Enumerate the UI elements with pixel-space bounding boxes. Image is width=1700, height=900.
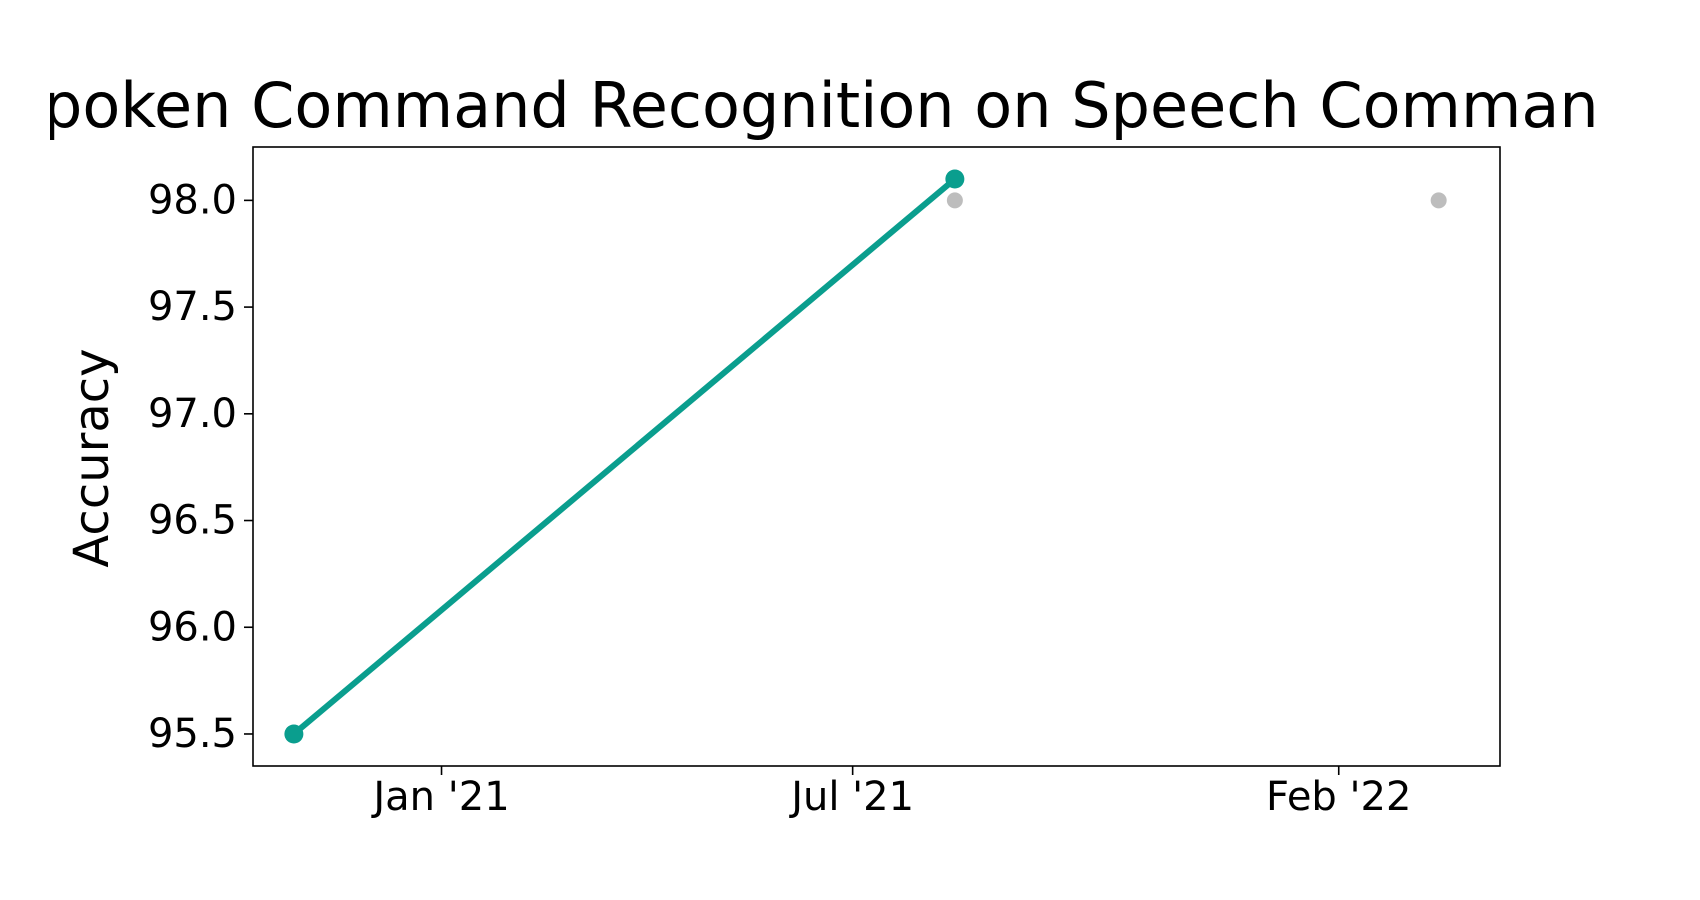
y-axis-label: Accuracy <box>64 348 120 567</box>
y-tick-label: 97.0 <box>148 391 237 437</box>
series-point <box>284 724 304 744</box>
gray-point <box>946 192 963 209</box>
series-point <box>945 169 965 189</box>
y-tick-label: 96.5 <box>148 498 237 544</box>
chart-title: poken Command Recognition on Speech Comm… <box>50 66 1650 146</box>
x-tick-label: Jan '21 <box>370 774 509 820</box>
axes: 95.5 96.0 96.5 97.0 97.5 98.0 Jan '21 Jul '21 Fe… <box>148 146 1501 820</box>
y-tick-label: 98.0 <box>148 177 237 223</box>
x-tick-label: Jul '21 <box>788 774 914 820</box>
chart-title-text: poken Command Recognition on Speech Comm… <box>50 69 1599 142</box>
y-tick-label: 95.5 <box>148 711 237 757</box>
series-line <box>291 176 957 737</box>
plot-frame <box>252 146 1501 767</box>
y-tick-label: 97.5 <box>148 284 237 330</box>
gray-point <box>1430 192 1447 209</box>
chart-marks <box>284 169 1447 744</box>
x-tick-label: Feb '22 <box>1266 774 1411 820</box>
y-tick-label: 96.0 <box>148 604 237 650</box>
